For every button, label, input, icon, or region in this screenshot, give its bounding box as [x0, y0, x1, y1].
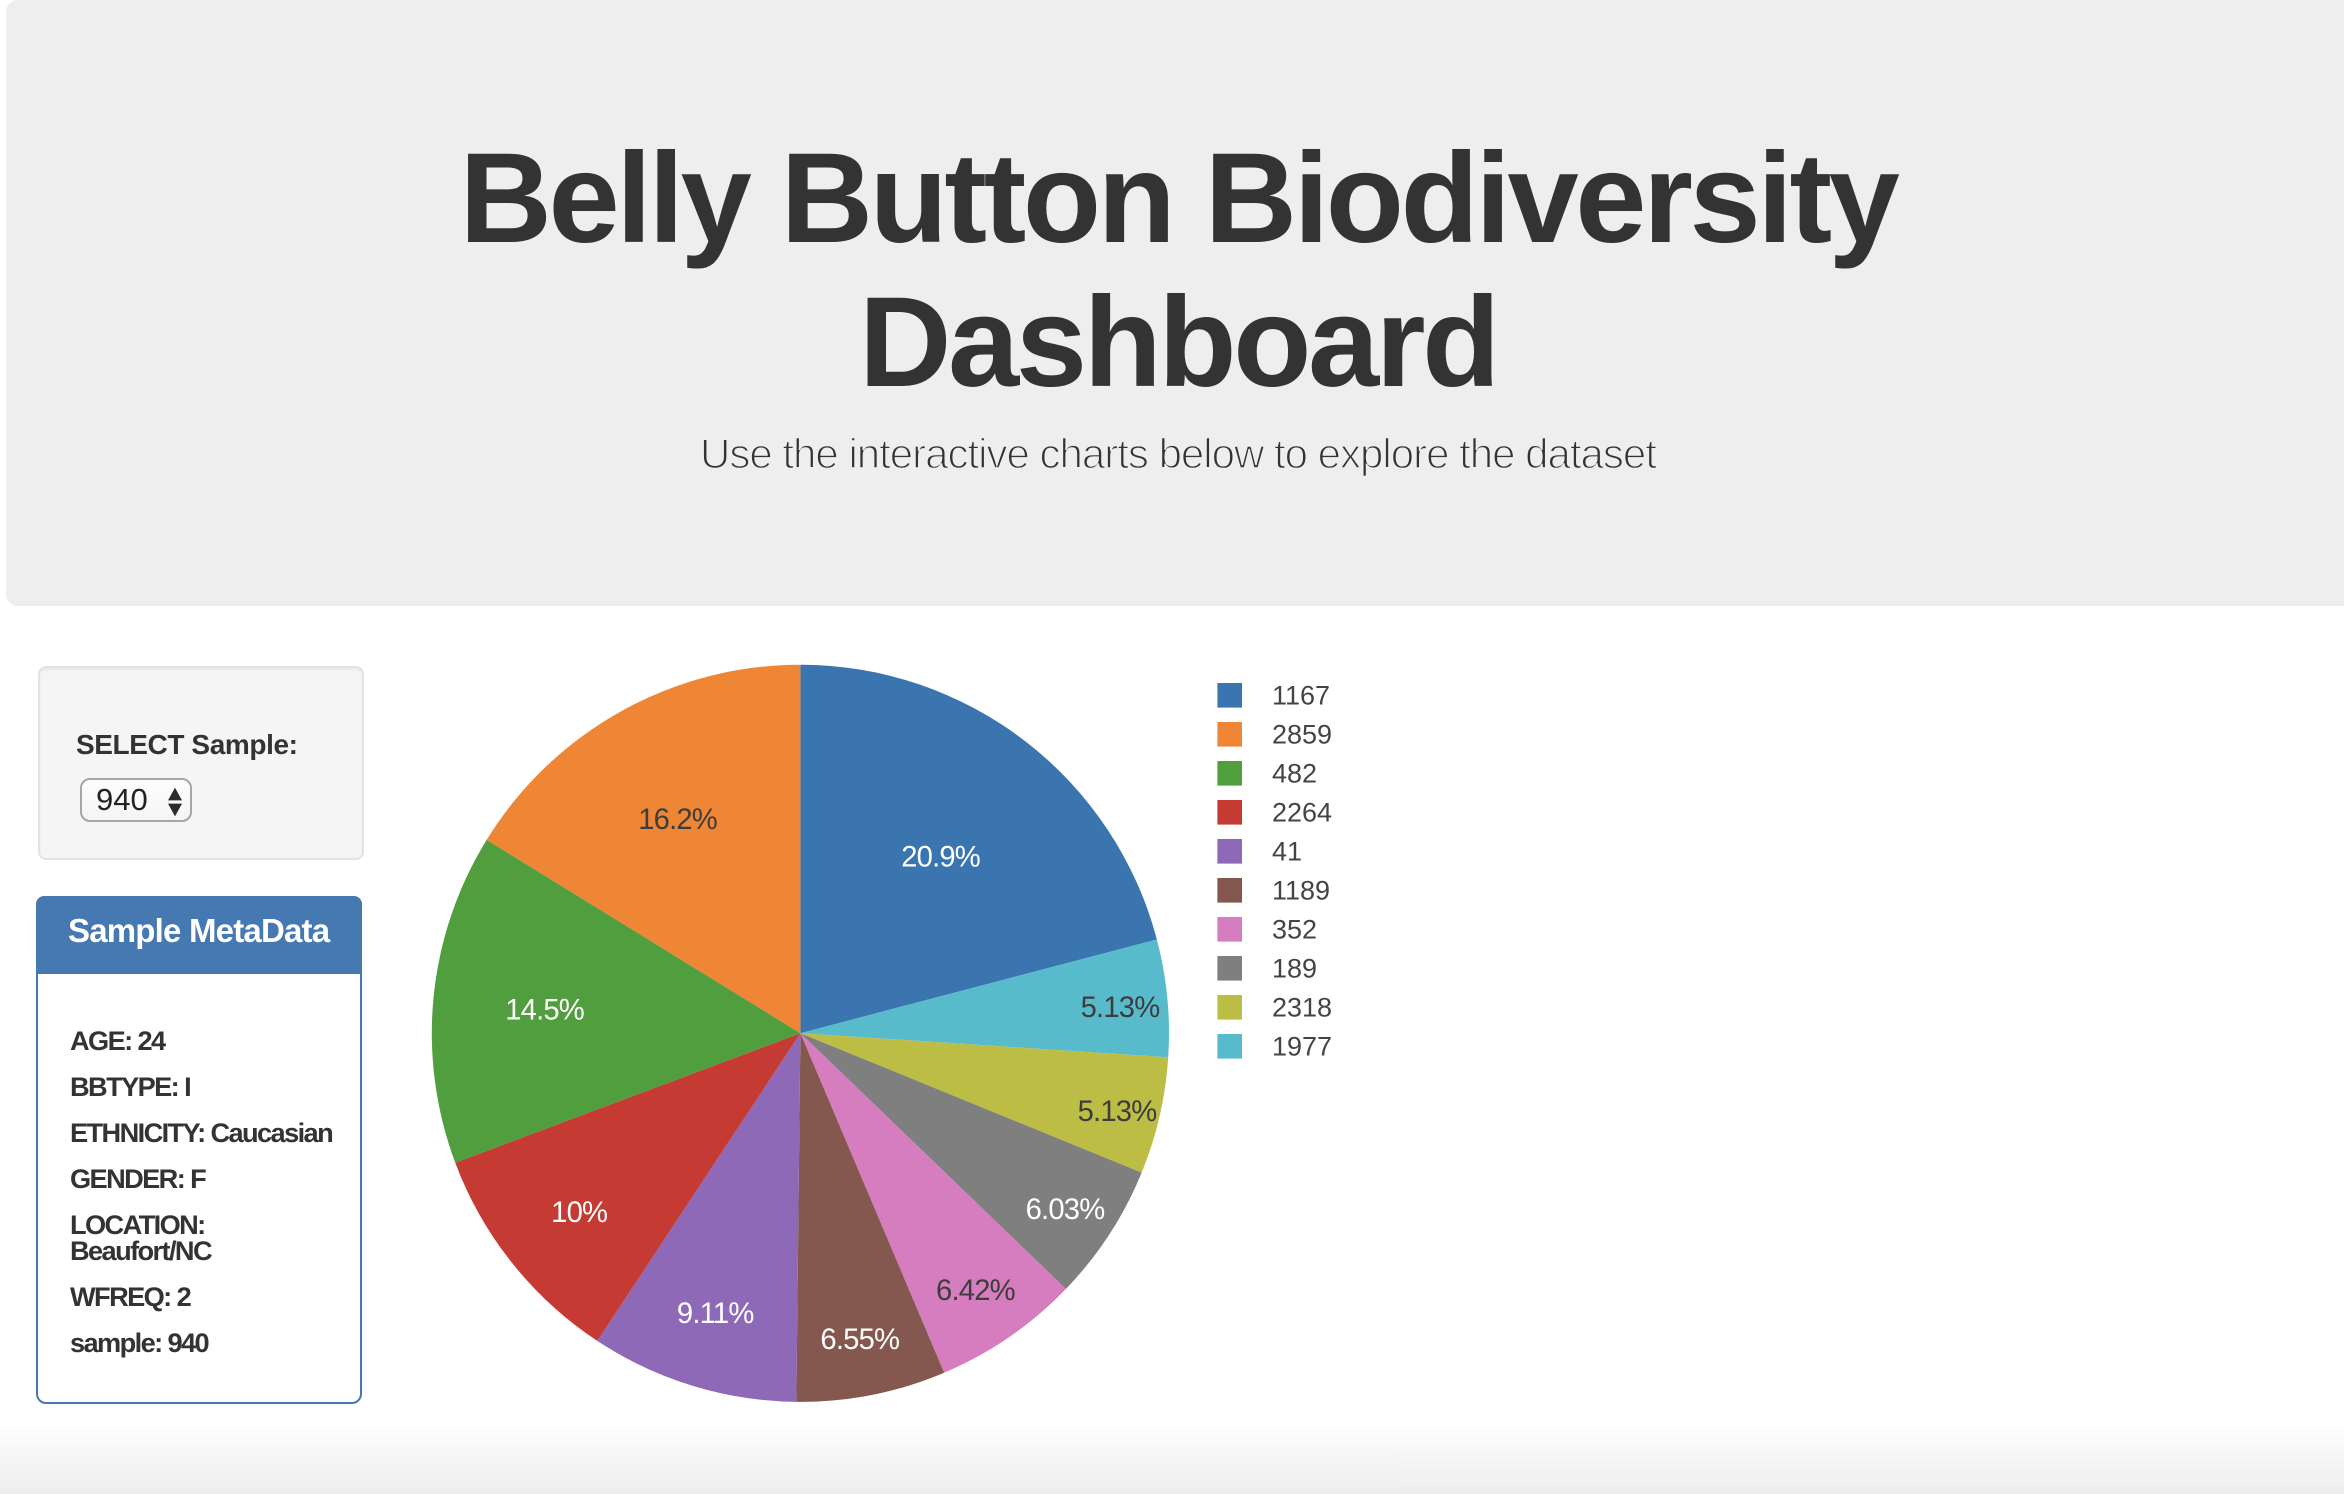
svg-text:14.5%: 14.5%: [505, 995, 584, 1027]
svg-text:20.9%: 20.9%: [901, 841, 980, 873]
svg-text:10%: 10%: [551, 1197, 607, 1229]
svg-text:6.55%: 6.55%: [820, 1324, 899, 1356]
svg-text:5.13%: 5.13%: [1078, 1096, 1157, 1128]
svg-text:9.11%: 9.11%: [677, 1298, 754, 1330]
svg-text:1977: 1977: [1272, 1032, 1332, 1062]
svg-text:41: 41: [1272, 837, 1302, 867]
svg-text:5.13%: 5.13%: [1081, 992, 1160, 1024]
svg-text:1189: 1189: [1272, 876, 1330, 906]
svg-text:16.2%: 16.2%: [638, 804, 717, 836]
svg-text:6.42%: 6.42%: [936, 1275, 1015, 1307]
svg-text:482: 482: [1272, 759, 1317, 789]
svg-text:1167: 1167: [1272, 681, 1330, 711]
svg-text:6.03%: 6.03%: [1026, 1194, 1105, 1226]
svg-text:2859: 2859: [1272, 720, 1332, 750]
svg-text:2264: 2264: [1272, 798, 1332, 828]
svg-text:352: 352: [1272, 915, 1317, 945]
svg-text:2318: 2318: [1272, 993, 1332, 1023]
svg-text:189: 189: [1272, 954, 1317, 984]
